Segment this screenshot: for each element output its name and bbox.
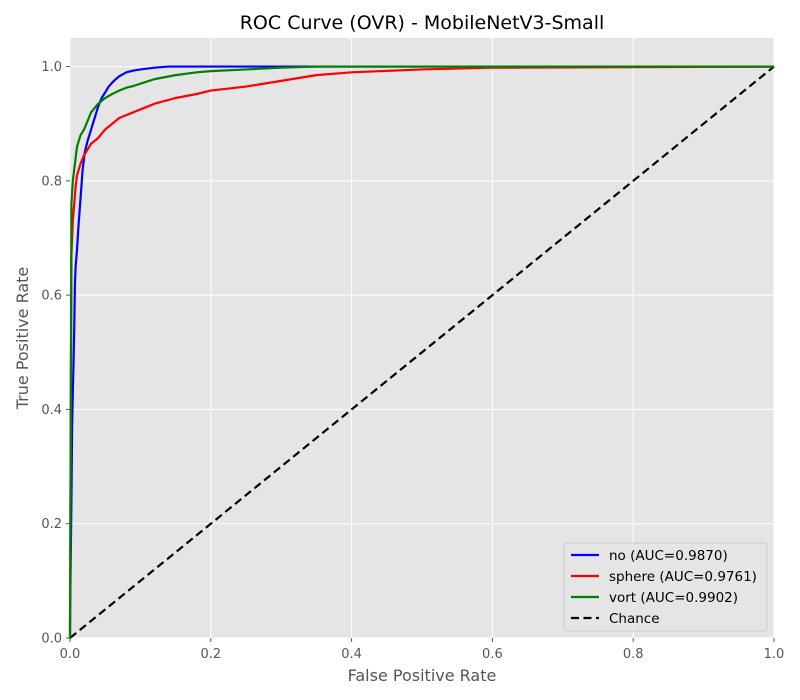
plot-area — [70, 38, 774, 638]
chart-title: ROC Curve (OVR) - MobileNetV3-Small — [240, 12, 605, 34]
y-tick-label: 0.6 — [41, 289, 62, 304]
x-axis-ticks: 0.0 0.2 0.4 0.6 0.8 1.0 — [60, 638, 785, 662]
x-tick-label: 0.8 — [623, 647, 644, 662]
y-axis-label: True Positive Rate — [13, 267, 32, 411]
x-tick-label: 0.4 — [341, 647, 362, 662]
legend-entry: no (AUC=0.9870) — [609, 548, 728, 564]
legend: no (AUC=0.9870) sphere (AUC=0.9761) vort (… — [563, 542, 768, 632]
x-tick-label: 1.0 — [764, 647, 785, 662]
y-tick-label: 0.0 — [41, 632, 62, 647]
legend-entry: sphere (AUC=0.9761) — [609, 569, 757, 585]
series-line-vort — [68, 65, 774, 639]
y-tick-label: 0.4 — [41, 403, 62, 418]
y-axis-ticks: 0.0 0.2 0.4 0.6 0.8 1.0 — [41, 60, 70, 647]
legend-entry: vort (AUC=0.9902) — [609, 590, 738, 606]
series-line-sphere — [68, 65, 775, 639]
legend-entry: Chance — [609, 611, 660, 627]
grid-lines — [69, 38, 775, 639]
series-layer — [68, 65, 775, 639]
series-line-chance — [69, 65, 775, 639]
x-tick-label: 0.2 — [200, 647, 221, 662]
x-tick-label: 0.0 — [60, 647, 81, 662]
x-tick-label: 0.6 — [482, 647, 503, 662]
y-tick-label: 1.0 — [41, 60, 62, 75]
legend-box — [563, 542, 768, 632]
x-axis-label: False Positive Rate — [348, 666, 497, 685]
y-tick-label: 0.8 — [41, 174, 62, 189]
series-line-no — [68, 65, 774, 638]
y-tick-label: 0.2 — [41, 517, 62, 532]
